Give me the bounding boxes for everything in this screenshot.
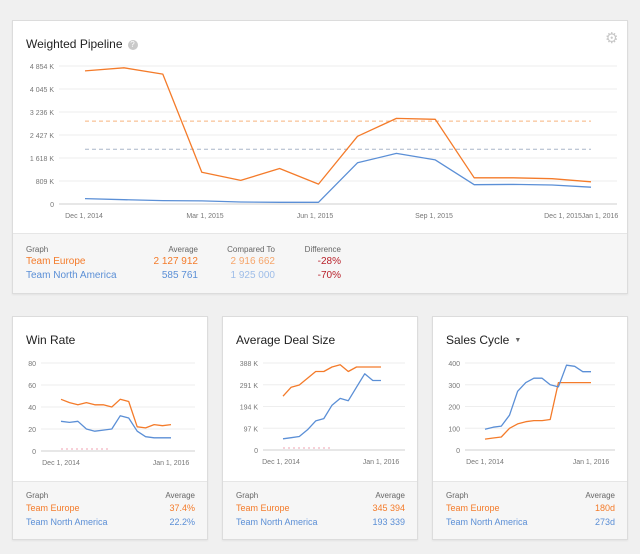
gear-icon[interactable]: ⚙ xyxy=(605,30,619,47)
team-north-america-line[interactable] xyxy=(60,415,171,439)
footer-graph-header: Graph xyxy=(26,245,49,254)
team-north-america-line[interactable] xyxy=(282,373,381,440)
footer-graph-header: Graph xyxy=(446,491,469,500)
y-tick-label: 809 K xyxy=(36,179,55,186)
team-north-america-average: 22.2% xyxy=(169,517,195,527)
x-tick-label: Jan 1, 2016 xyxy=(363,459,400,466)
weighted-pipeline-title: Weighted Pipeline? xyxy=(26,37,138,51)
team-europe-line[interactable] xyxy=(484,381,591,440)
y-tick-label: 194 K xyxy=(240,405,259,412)
team-europe-average: 2 127 912 xyxy=(153,256,199,267)
win-rate-card: Win Rate 80 60 40 20 0 Dec 1, 2014 Jan 1, 2016… xyxy=(12,316,208,540)
y-tick-label: 4 854 K xyxy=(30,64,54,71)
caret-down-icon[interactable]: ▼ xyxy=(514,337,522,344)
team-north-america-label[interactable]: Team North America xyxy=(236,517,318,527)
team-europe-label[interactable]: Team Europe xyxy=(26,256,86,267)
team-europe-average: 180d xyxy=(594,503,615,513)
weighted-pipeline-card: Weighted Pipeline? ⚙ 4 854 K 4 045 K 3 236… xyxy=(12,20,628,294)
team-north-america-line[interactable] xyxy=(484,364,591,430)
weighted-pipeline-title-text: Weighted Pipeline xyxy=(26,37,123,51)
y-tick-label: 0 xyxy=(50,202,54,209)
team-north-america-average: 193 339 xyxy=(372,517,405,527)
average-deal-size-title: Average Deal Size xyxy=(236,333,336,347)
team-europe-average: 345 394 xyxy=(372,503,405,513)
y-tick-label: 80 xyxy=(28,361,36,368)
x-tick-label: Jan 1, 2016 xyxy=(153,460,190,467)
team-europe-line[interactable] xyxy=(84,67,592,185)
x-tick-label: Dec 1, 2014 xyxy=(262,459,300,466)
y-tick-label: 100 xyxy=(448,426,460,433)
team-north-america-label[interactable]: Team North America xyxy=(26,270,117,281)
y-tick-label: 2 427 K xyxy=(30,133,54,140)
y-tick-label: 3 236 K xyxy=(30,110,54,117)
footer-average-header: Average xyxy=(585,491,615,500)
footer-difference-header: Difference xyxy=(304,245,341,254)
team-europe-label[interactable]: Team Europe xyxy=(446,503,500,513)
x-tick-label: Jan 1, 2016 xyxy=(573,459,610,466)
y-tick-label: 97 K xyxy=(244,426,259,433)
team-north-america-label[interactable]: Team North America xyxy=(26,517,108,527)
team-north-america-compared: 1 925 000 xyxy=(230,270,276,281)
weighted-pipeline-footer: Graph Average Compared To Difference Tea… xyxy=(13,233,627,293)
y-tick-label: 4 045 K xyxy=(30,87,54,94)
x-tick-label: Dec 1, 2014 xyxy=(42,460,80,467)
y-tick-label: 388 K xyxy=(240,361,259,368)
x-tick-label: Dec 1, 2015 xyxy=(544,213,582,220)
x-tick-label: Dec 1, 2014 xyxy=(65,213,103,220)
team-europe-label[interactable]: Team Europe xyxy=(236,503,290,513)
team-north-america-difference: -70% xyxy=(317,270,341,281)
x-tick-label: Dec 1, 2014 xyxy=(466,459,504,466)
average-deal-size-card: Average Deal Size 388 K 291 K 194 K 97 K 0 De… xyxy=(222,316,418,540)
win-rate-title: Win Rate xyxy=(26,333,76,347)
sales-cycle-title-text: Sales Cycle xyxy=(446,333,510,347)
x-tick-label: Jan 1, 2016 xyxy=(582,213,619,220)
footer-graph-header: Graph xyxy=(26,491,49,500)
team-europe-difference: -28% xyxy=(317,256,341,267)
y-tick-label: 1 618 K xyxy=(30,156,54,163)
sales-cycle-chart: 400 300 200 100 0 Dec 1, 2014 Jan 1, 2016 xyxy=(448,361,615,466)
win-rate-footer: Graph Average Team Europe 37.4% Team Nor… xyxy=(13,481,207,539)
win-rate-chart: 80 60 40 20 0 Dec 1, 2014 Jan 1, 2016 xyxy=(28,361,195,467)
y-tick-label: 0 xyxy=(32,449,36,456)
question-circle-icon[interactable]: ? xyxy=(127,40,138,50)
x-tick-label: Sep 1, 2015 xyxy=(415,213,453,220)
sales-cycle-card: Sales Cycle ▼ 400 300 200 100 0 Dec 1, 2014 Jan… xyxy=(432,316,628,540)
sales-cycle-footer: Graph Average Team Europe 180d Team Nort… xyxy=(433,481,627,539)
team-north-america-line[interactable] xyxy=(84,152,592,203)
x-tick-label: Mar 1, 2015 xyxy=(186,213,223,220)
team-north-america-average: 585 761 xyxy=(161,270,198,281)
team-europe-line[interactable] xyxy=(60,398,172,429)
y-tick-label: 60 xyxy=(28,383,36,390)
y-tick-label: 0 xyxy=(254,448,258,455)
y-tick-label: 291 K xyxy=(240,383,259,390)
footer-average-header: Average xyxy=(165,491,195,500)
footer-average-header: Average xyxy=(375,491,405,500)
footer-compared-header: Compared To xyxy=(227,245,275,254)
team-europe-average: 37.4% xyxy=(169,503,195,513)
y-tick-label: 200 xyxy=(448,405,460,412)
average-deal-size-footer: Graph Average Team Europe 345 394 Team N… xyxy=(223,481,417,539)
footer-graph-header: Graph xyxy=(236,491,259,500)
average-deal-size-chart: 388 K 291 K 194 K 97 K 0 Dec 1, 2014 Jan 1, 20… xyxy=(240,361,405,466)
sales-cycle-title[interactable]: Sales Cycle ▼ xyxy=(446,333,521,347)
team-europe-line[interactable] xyxy=(282,364,381,397)
y-tick-label: 20 xyxy=(28,427,36,434)
y-tick-label: 400 xyxy=(448,361,460,368)
y-tick-label: 40 xyxy=(28,405,36,412)
team-europe-compared: 2 916 662 xyxy=(230,256,276,267)
team-north-america-average: 273d xyxy=(594,517,615,527)
y-tick-label: 0 xyxy=(456,448,460,455)
x-tick-label: Jun 1, 2015 xyxy=(297,213,334,220)
y-tick-label: 300 xyxy=(448,383,460,390)
weighted-pipeline-chart: 4 854 K 4 045 K 3 236 K 2 427 K 1 618 K 809 K… xyxy=(30,64,619,220)
team-europe-label[interactable]: Team Europe xyxy=(26,503,80,513)
team-north-america-label[interactable]: Team North America xyxy=(446,517,528,527)
footer-average-header: Average xyxy=(168,245,198,254)
